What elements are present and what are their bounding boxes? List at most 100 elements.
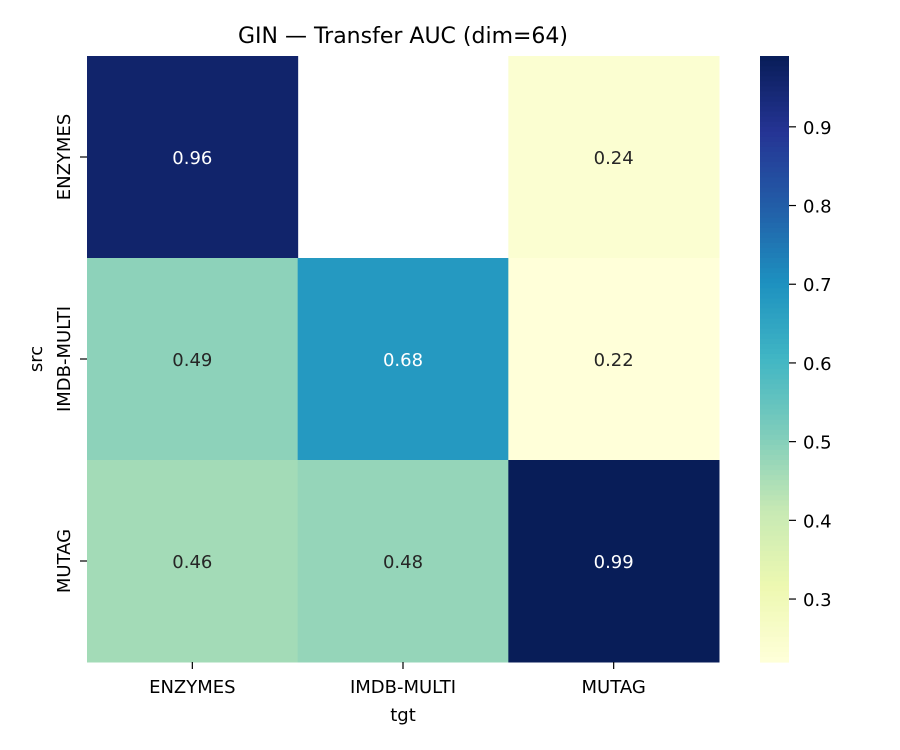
colorbar-segment: [760, 66, 789, 72]
colorbar-segment: [760, 273, 789, 279]
colorbar-segment: [760, 151, 789, 158]
heatmap-cell: [87, 460, 299, 663]
colorbar-segment: [760, 530, 789, 537]
colorbar-segment: [760, 126, 789, 133]
colorbar-segment: [760, 323, 789, 330]
colorbar-segment: [760, 449, 789, 456]
colorbar-segment: [760, 278, 789, 284]
colorbar-segment: [760, 596, 789, 602]
cell-value-label: 0.22: [594, 350, 634, 371]
colorbar-segment: [760, 207, 789, 214]
colorbar-segment: [760, 343, 789, 350]
heatmap-cell: [87, 258, 299, 461]
colorbar-segment: [760, 454, 789, 461]
colorbar-segment: [760, 258, 789, 264]
colorbar-segment: [760, 96, 789, 103]
y-tick-label: MUTAG: [54, 529, 75, 593]
heatmap-cell-labels: 0.96 0.24 0.49 0.68 0.22 0.46 0.48 0.99: [172, 148, 633, 573]
colorbar-segment: [760, 439, 789, 446]
colorbar-segment: [760, 182, 789, 188]
colorbar-segment: [760, 641, 789, 648]
colorbar-segment: [760, 364, 789, 370]
colorbar-segment: [760, 465, 789, 471]
colorbar-segment: [760, 561, 789, 567]
colorbar-segment: [760, 616, 789, 623]
cell-value-label: 0.48: [383, 552, 423, 573]
colorbar-segment: [760, 434, 789, 441]
colorbar-segment: [760, 353, 789, 360]
colorbar-segment: [760, 212, 789, 219]
colorbar-segment: [760, 141, 789, 148]
colorbar-segment: [760, 146, 789, 153]
heatmap-cell: [508, 258, 720, 461]
heatmap-cell: [87, 56, 299, 259]
colorbar-segment: [760, 500, 789, 507]
x-tick-label: IMDB-MULTI: [350, 677, 456, 698]
colorbar-segment: [760, 540, 789, 547]
colorbar-segment: [760, 510, 789, 517]
colorbar-segment: [760, 576, 789, 582]
colorbar-segment: [760, 348, 789, 355]
colorbar-tick-label: 0.8: [803, 197, 832, 218]
colorbar-segment: [760, 591, 789, 597]
colorbar-segment: [760, 636, 789, 643]
colorbar-segment: [760, 550, 789, 557]
colorbar-tick-label: 0.6: [803, 354, 832, 375]
colorbar-segment: [760, 490, 789, 496]
colorbar-segment: [760, 429, 789, 436]
colorbar-segment: [760, 197, 789, 204]
colorbar-tick-label: 0.4: [803, 511, 832, 532]
colorbar-segment: [760, 444, 789, 451]
colorbar-segment: [760, 232, 789, 239]
x-axis: ENZYMES IMDB-MULTI MUTAG: [149, 662, 646, 698]
chart-title: GIN — Transfer AUC (dim=64): [238, 24, 568, 49]
heatmap-cells: [87, 56, 720, 663]
colorbar: 0.3 0.4 0.5 0.6 0.7 0.8 0.9: [760, 56, 832, 663]
cell-value-label: 0.99: [594, 552, 634, 573]
colorbar-segment: [760, 61, 789, 67]
cell-value-label: 0.96: [172, 148, 212, 169]
colorbar-segment: [760, 424, 789, 431]
colorbar-segment: [760, 172, 789, 178]
colorbar-segment: [760, 187, 789, 193]
colorbar-segment: [760, 81, 789, 87]
colorbar-segment: [760, 359, 789, 365]
colorbar-segment: [760, 470, 789, 476]
y-tick-label: IMDB-MULTI: [54, 306, 75, 412]
colorbar-segment: [760, 409, 789, 416]
colorbar-segment: [760, 328, 789, 335]
y-tick-label: ENZYMES: [54, 114, 75, 201]
colorbar-tick-label: 0.5: [803, 433, 832, 454]
colorbar-segment: [760, 116, 789, 123]
colorbar-segment: [760, 76, 789, 82]
colorbar-segment: [760, 167, 789, 173]
colorbar-segment: [760, 202, 789, 209]
colorbar-segment: [760, 106, 789, 113]
y-axis: ENZYMES IMDB-MULTI MUTAG: [54, 114, 87, 593]
colorbar-segment: [760, 338, 789, 345]
colorbar-segment: [760, 485, 789, 491]
heatmap-cell: [297, 258, 509, 461]
colorbar-segment: [760, 399, 789, 406]
colorbar-segment: [760, 414, 789, 421]
colorbar-segment: [760, 222, 789, 229]
colorbar-segment: [760, 101, 789, 108]
cell-value-label: 0.24: [594, 148, 634, 169]
colorbar-segment: [760, 227, 789, 234]
cell-value-label: 0.68: [383, 350, 423, 371]
colorbar-segment: [760, 626, 789, 633]
colorbar-segment: [760, 646, 789, 653]
colorbar-segment: [760, 505, 789, 512]
colorbar-segment: [760, 121, 789, 128]
colorbar-segment: [760, 495, 789, 501]
colorbar-segment: [760, 606, 789, 613]
colorbar-segment: [760, 313, 789, 320]
colorbar-segment: [760, 177, 789, 183]
colorbar-segment: [760, 333, 789, 340]
colorbar-segment: [760, 131, 789, 138]
colorbar-segment: [760, 545, 789, 552]
colorbar-segment: [760, 298, 789, 305]
colorbar-segment: [760, 656, 789, 663]
colorbar-segment: [760, 308, 789, 315]
